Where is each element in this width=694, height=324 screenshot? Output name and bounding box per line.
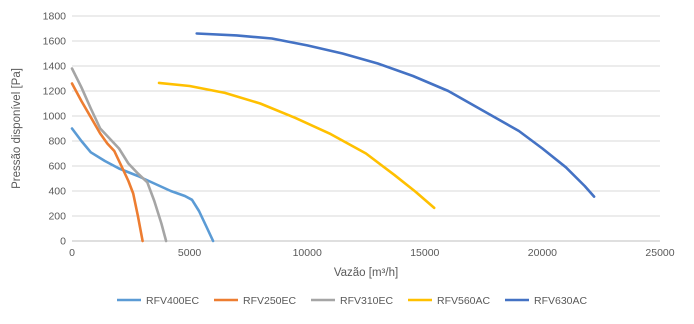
y-tick-label: 1200: [43, 86, 67, 98]
y-tick-label: 400: [48, 186, 66, 198]
y-tick-label: 600: [48, 161, 66, 173]
x-tick-label: 10000: [293, 247, 322, 259]
y-tick-label: 800: [48, 136, 66, 148]
x-tick-label: 25000: [645, 247, 674, 259]
y-tick-label: 1800: [43, 11, 67, 23]
x-tick-label: 20000: [528, 247, 557, 259]
x-tick-label: 5000: [178, 247, 202, 259]
tick-labels: 0 200 400 600 800 1000 1200 1400 1600 1800 0 5000 10…: [43, 11, 675, 260]
y-tick-label: 1000: [43, 111, 67, 123]
y-tick-label: 1400: [43, 61, 67, 73]
y-tick-label: 200: [48, 211, 66, 223]
series-lines: [70, 32, 596, 243]
legend-label: RFV250EC: [243, 295, 297, 307]
series-line-rfv560ac: [157, 81, 436, 210]
series-line-rfv310ec: [70, 67, 168, 243]
x-tick-label: 15000: [410, 247, 439, 259]
y-tick-label: 1600: [43, 36, 67, 48]
legend-label: RFV630AC: [534, 295, 588, 307]
y-axis-title: Pressão disponível [Pa]: [11, 68, 23, 189]
x-axis-title: Vazão [m³/h]: [334, 267, 398, 279]
legend-label: RFV400EC: [146, 295, 200, 307]
y-tick-label: 0: [60, 236, 66, 248]
legend-label: RFV310EC: [340, 295, 394, 307]
x-tick-label: 0: [69, 247, 75, 259]
series-line-rfv630ac: [195, 32, 596, 198]
series-line-rfv250ec: [70, 82, 144, 243]
legend-label: RFV560AC: [437, 295, 491, 307]
legend: RFV400EC RFV250EC RFV310EC RFV560AC RFV630AC: [117, 295, 588, 307]
series-line-rfv400ec: [70, 127, 215, 243]
